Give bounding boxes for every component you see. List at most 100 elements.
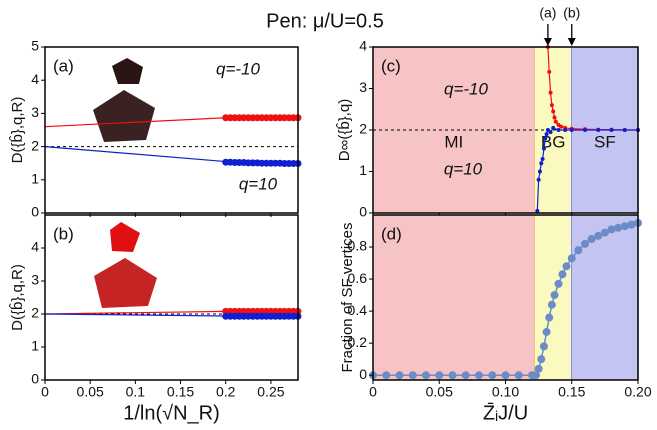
y-tick-label: 2 — [31, 305, 39, 321]
panel: 0 0.2 0.4 0.6 0.8 0 0.05 0.10 0.15 0.20 (d) Fractio… — [339, 214, 652, 424]
data-point — [395, 371, 404, 380]
data-point — [622, 128, 627, 132]
y-tick-label: 4 — [359, 38, 367, 54]
arrow-label: (b) — [563, 5, 580, 21]
data-point — [574, 246, 583, 255]
annotation: q=-10 — [216, 59, 260, 78]
x-axis-label: Z̄ᵢJ/U — [483, 401, 528, 424]
data-point — [537, 169, 542, 174]
figure-title: Pen: μ/U=0.5 — [266, 10, 384, 32]
y-tick-label: 1 — [359, 162, 367, 178]
inset-pentagon — [110, 222, 140, 252]
axes-frame — [44, 46, 299, 214]
data-point — [609, 128, 614, 132]
panel-label: (a) — [53, 56, 74, 75]
data-point — [536, 177, 541, 182]
panel-label: (d) — [381, 224, 402, 243]
phase-region — [571, 215, 638, 380]
data-point — [551, 109, 556, 114]
data-point — [549, 103, 554, 108]
data-point — [541, 146, 546, 151]
data-point — [548, 130, 553, 135]
data-point — [542, 327, 551, 336]
data-point — [583, 128, 587, 132]
panel-label: (b) — [53, 224, 74, 243]
data-point — [435, 371, 444, 380]
panel: MI BG SF 0 1 2 3 4 (c) D∞({b̂},q) q=-10 q=10 (a) (b) — [335, 5, 640, 220]
data-point — [567, 254, 576, 263]
data-point — [558, 270, 567, 279]
x-axis-label: 1/ln(√N_R) — [123, 402, 220, 424]
y-tick-label: 1 — [31, 171, 39, 187]
data-point — [581, 239, 589, 248]
y-tick-label: 0.8 — [348, 238, 368, 254]
arrow-label: (a) — [539, 5, 556, 21]
data-point — [594, 231, 603, 240]
phase-label: SF — [594, 132, 616, 151]
data-point — [534, 364, 543, 373]
y-tick-label: 3 — [359, 79, 367, 95]
data-point — [539, 342, 548, 351]
data-point — [488, 371, 497, 380]
series-line — [45, 313, 226, 317]
y-axis-label: D({b̂},q,R) — [8, 97, 25, 164]
x-tick-label: 0.05 — [426, 384, 453, 400]
panel-label: (c) — [381, 56, 401, 75]
y-tick-label: 3 — [31, 272, 39, 288]
x-tick-label: 0.20 — [624, 384, 651, 400]
y-tick-label: 0 — [31, 371, 39, 387]
inset-pentagon — [94, 258, 157, 308]
data-point — [607, 225, 616, 234]
series-line — [45, 146, 226, 163]
data-point — [544, 132, 549, 137]
data-point — [556, 128, 561, 132]
data-point — [408, 371, 417, 380]
y-axis-label: D∞({b̂},q) — [335, 99, 352, 161]
data-point — [569, 128, 574, 132]
data-point — [627, 220, 636, 229]
y-tick-label: 4 — [31, 71, 39, 87]
series-line — [45, 117, 226, 128]
data-point — [587, 235, 596, 244]
series-line — [45, 310, 226, 315]
y-tick-label: 0.4 — [348, 302, 368, 318]
x-tick-label: 0.10 — [492, 384, 519, 400]
data-point — [552, 115, 557, 120]
y-tick-label: 0.6 — [348, 270, 368, 286]
data-point — [537, 355, 546, 364]
x-tick-label: 0.1 — [126, 384, 146, 400]
y-tick-label: 5 — [31, 38, 39, 54]
x-tick-label: 0.05 — [77, 384, 104, 400]
x-tick-label: 0.15 — [167, 384, 194, 400]
data-point — [545, 313, 554, 322]
data-point — [614, 223, 623, 232]
data-point — [554, 279, 563, 288]
annotation: q=-10 — [444, 79, 488, 98]
x-tick-label: 0.25 — [257, 384, 284, 400]
inset-images — [93, 58, 157, 308]
axes-frame — [44, 214, 299, 381]
data-point — [539, 161, 544, 166]
data-point — [596, 128, 601, 132]
y-tick-label: 0 — [359, 366, 367, 382]
x-tick-label: 0.15 — [558, 384, 585, 400]
y-axis-label: D({b̂},q,R) — [8, 264, 25, 331]
annotation: q=10 — [444, 159, 483, 178]
panel: 0 1 2 3 4 0 0.05 0.1 0.15 0.2 0.25 (b) D({b̂},q,R) 1/… — [8, 214, 302, 424]
data-point — [461, 371, 470, 380]
data-point — [563, 128, 568, 132]
data-point — [559, 124, 564, 129]
y-tick-label: 3 — [31, 104, 39, 120]
arrow-head — [567, 38, 576, 46]
data-point — [600, 228, 609, 237]
inset-pentagon — [93, 90, 155, 142]
data-point — [501, 371, 510, 380]
arrow-head — [543, 38, 552, 46]
phase-region — [373, 215, 535, 380]
y-tick-label: 0.2 — [348, 334, 368, 350]
x-tick-label: 0 — [369, 384, 377, 400]
data-point — [382, 371, 391, 380]
data-point — [562, 262, 571, 271]
y-tick-label: 1 — [31, 338, 39, 354]
